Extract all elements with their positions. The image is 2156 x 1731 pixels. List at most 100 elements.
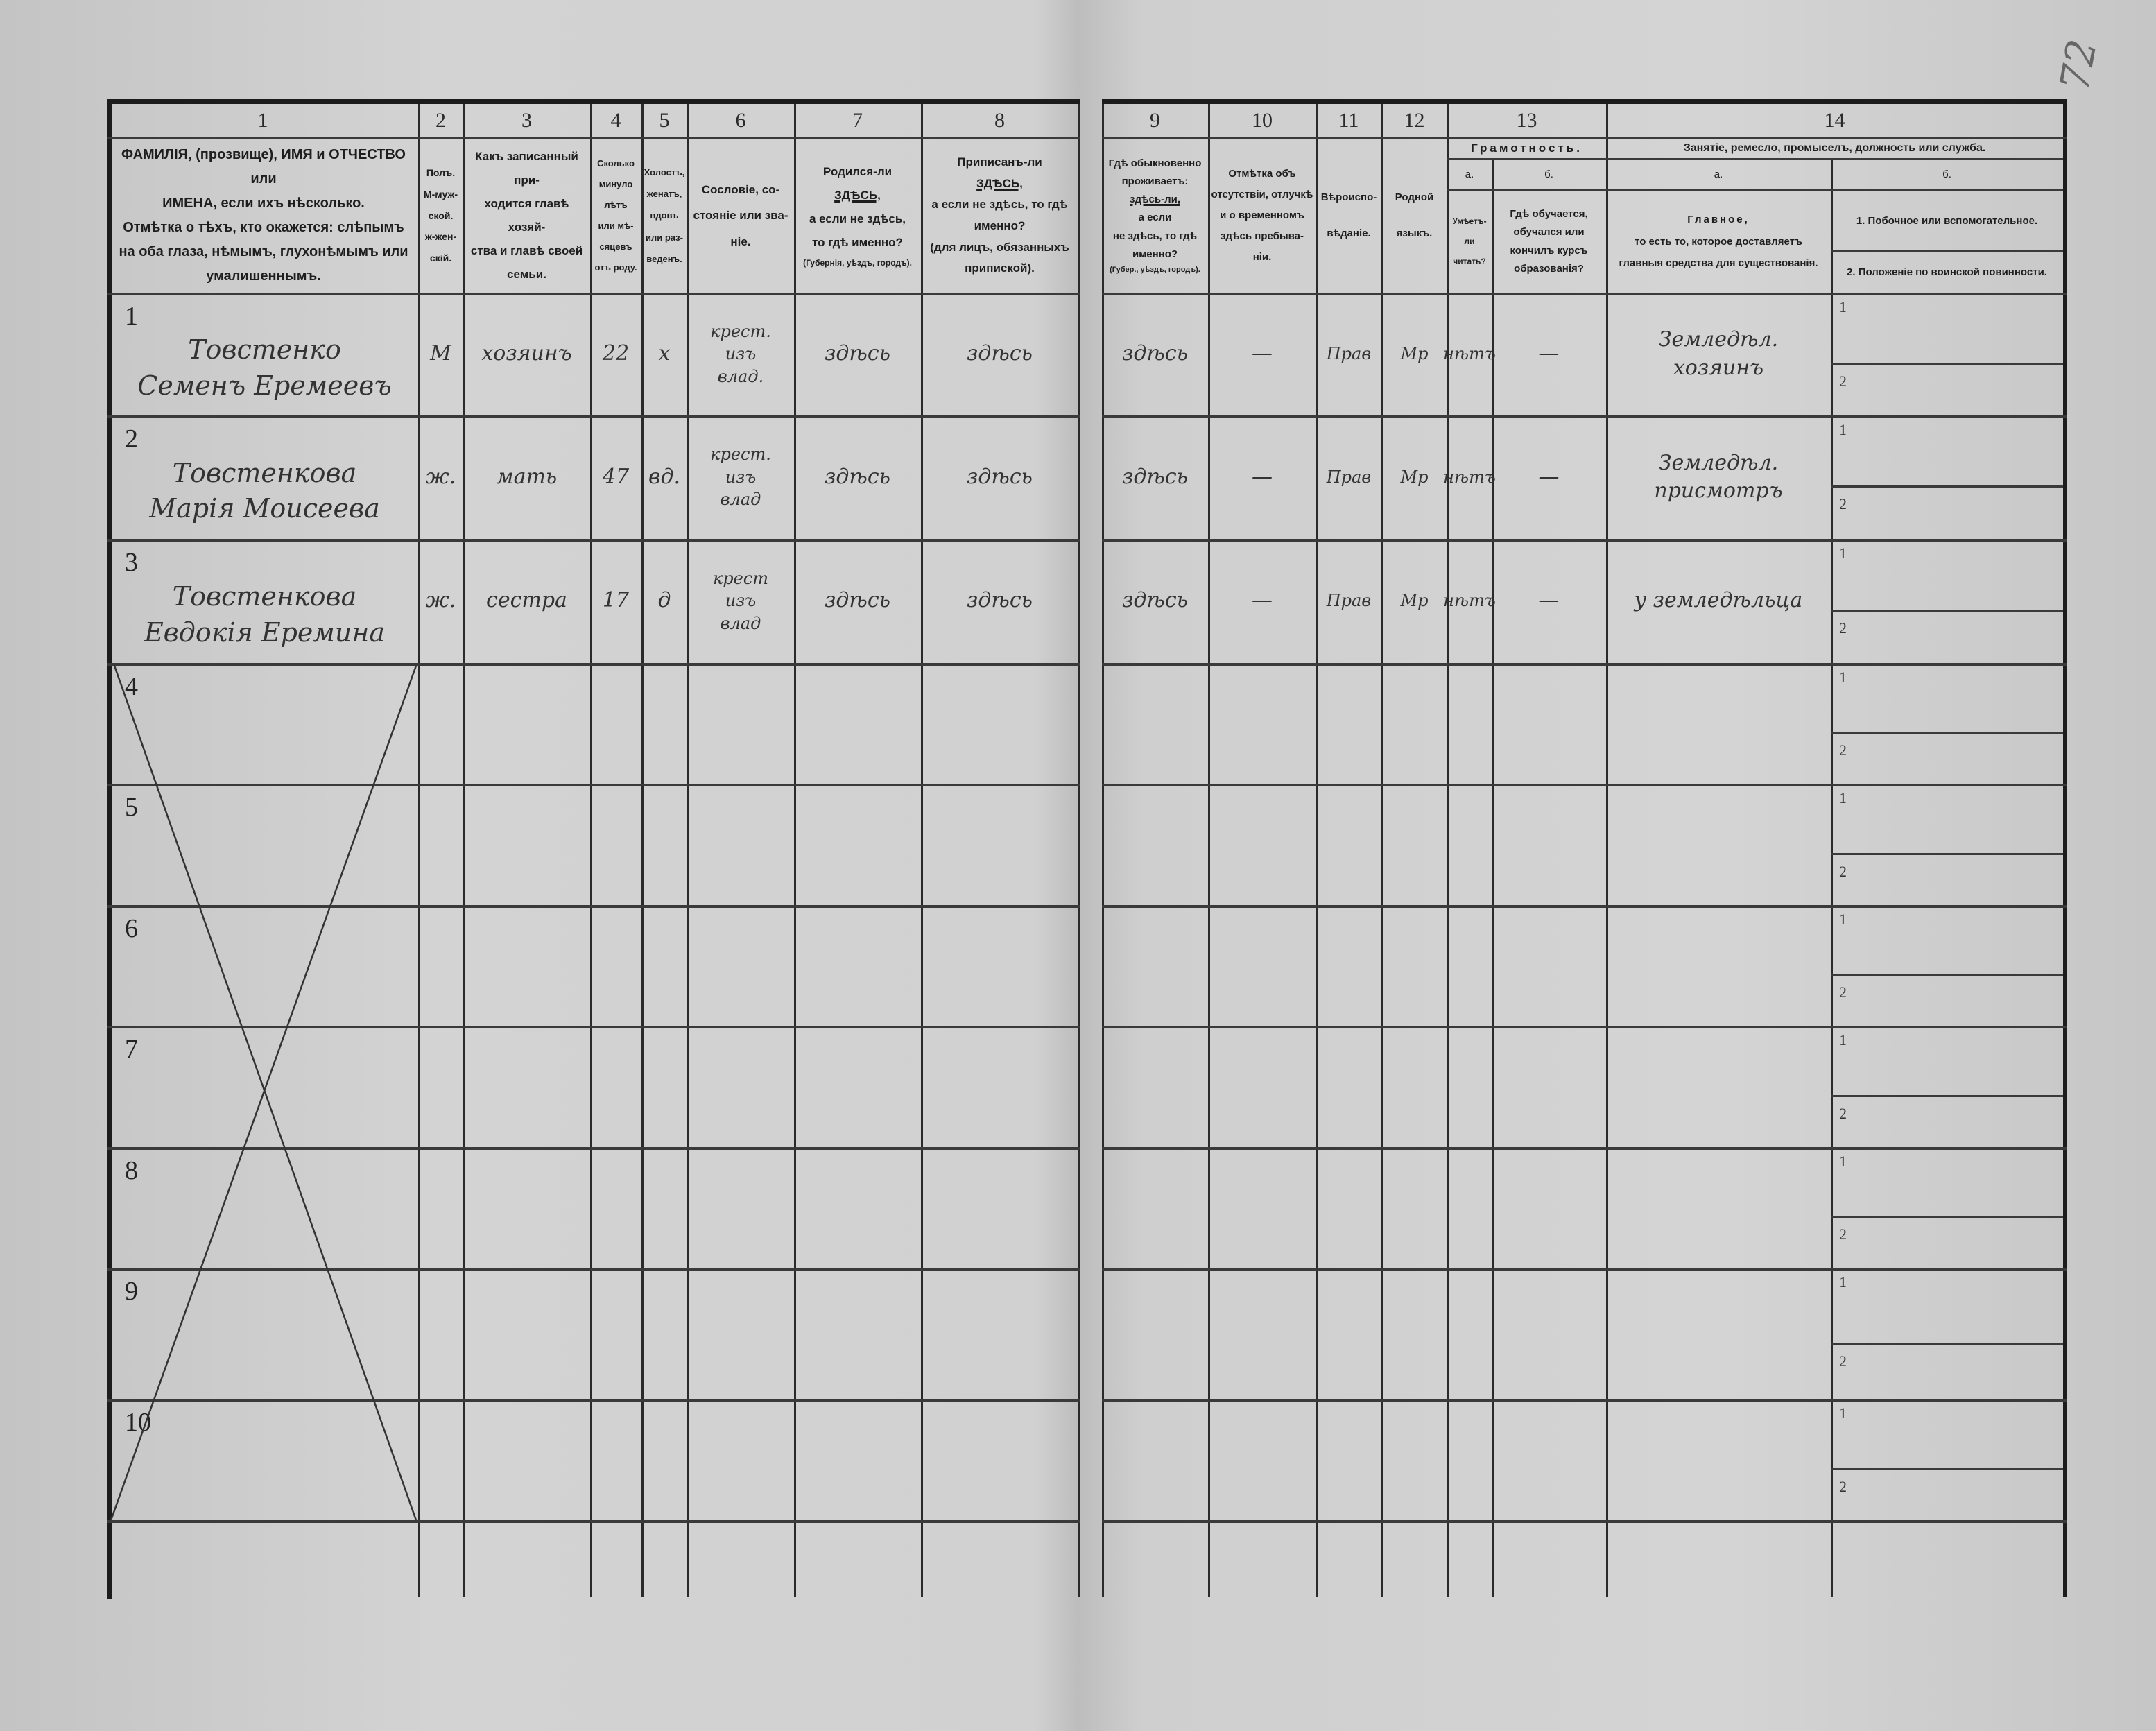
- occupation-cell: Земледѣл. присмотръ: [1606, 422, 1831, 532]
- header-text: ЗДѢСЬ,: [834, 189, 881, 202]
- header-rule: [1447, 189, 2063, 191]
- literacy-cell: нѣтъ: [1443, 591, 1496, 611]
- name-cell-line: Товстенко: [188, 334, 341, 365]
- secondary-occupation-label: 1: [1839, 911, 1847, 928]
- marital-status-cell: вд.: [648, 464, 680, 489]
- row-number: 2: [125, 424, 138, 454]
- header-text: Отмѣтка объ: [1228, 168, 1296, 180]
- header-text: на оба глаза, нѣмымъ, глухонѣмымъ или: [119, 244, 408, 259]
- absence-cell: —: [1252, 588, 1273, 613]
- secondary-occupation-label: 1: [1839, 544, 1847, 562]
- header-col-8: Приписанъ-ли ЗДѢСЬ, а если не здѣсь, то …: [921, 139, 1078, 293]
- header-text: Какъ записанный при-: [475, 150, 578, 187]
- header-col-1: ФАМИЛІЯ, (прозвище), ИМЯ и ОТЧЕСТВО или …: [111, 139, 416, 293]
- military-status-label: 2: [1839, 619, 1847, 637]
- secondary-occupation-label: 1: [1839, 1031, 1847, 1049]
- header-text: именно?: [1132, 248, 1178, 260]
- header-col-4: Сколько минуло лѣтъ или мѣ- сяцевъ отъ р…: [590, 139, 641, 293]
- row-number: 1: [125, 302, 138, 331]
- language-cell: Мр: [1400, 344, 1429, 364]
- header-col-11: Вѣроиспо- вѣданіе.: [1316, 139, 1381, 293]
- row-rule: [107, 1520, 1080, 1523]
- header-text: именно?: [974, 219, 1026, 232]
- header-rule: [1831, 250, 2063, 252]
- header-text: б.: [1942, 168, 1951, 180]
- estate-cell-line: изъ: [725, 591, 757, 611]
- residence-cell: здѣсь: [1122, 464, 1188, 489]
- header-rule: [1447, 158, 2063, 160]
- occupation-cell-line: хозяинъ: [1673, 355, 1764, 380]
- column-rule: [687, 101, 689, 1597]
- military-status-label: 2: [1839, 863, 1847, 880]
- secondary-occupation-label: 1: [1839, 1404, 1847, 1422]
- column-rule: [590, 101, 592, 1597]
- military-status-label: 2: [1839, 741, 1847, 759]
- relation-cell: сестра: [486, 588, 567, 613]
- column-rule: [641, 101, 644, 1597]
- column-number: 1: [257, 109, 268, 132]
- estate-cell: крест. изъ влад: [687, 422, 794, 532]
- column-number: 2: [435, 109, 446, 132]
- row-rule: [107, 905, 1080, 908]
- header-text: Отмѣтка о тѣхъ, кто окажется: слѣпымъ: [123, 220, 404, 235]
- secondary-occupation-label: 1: [1839, 298, 1847, 316]
- marital-status-cell: х: [658, 341, 671, 366]
- header-text: М-муж-ской.: [423, 188, 458, 221]
- header-rule: [107, 137, 1080, 139]
- header-col-13a-letter: а.: [1447, 160, 1492, 189]
- name-cell: Товстенкова Евдокія Еремина: [111, 567, 418, 663]
- header-text: ФАМИЛІЯ, (прозвище), ИМЯ и ОТЧЕСТВО или: [121, 147, 406, 187]
- row-rule: [107, 1399, 1080, 1402]
- top-border: [1102, 99, 2067, 104]
- column-number: 5: [659, 109, 670, 132]
- name-cell-line: Товстенкова: [172, 581, 357, 612]
- header-text: ходится главѣ хозяй-: [484, 197, 569, 234]
- header-col-14a: Главное, то есть то, которое доставляетъ…: [1606, 191, 1831, 293]
- registered-cell: здѣсь: [967, 464, 1033, 489]
- row-rule: [1102, 1268, 2067, 1271]
- row-number: 5: [125, 793, 138, 822]
- military-status-label: 2: [1839, 1352, 1847, 1370]
- header-col-12: Родной языкъ.: [1381, 139, 1447, 293]
- name-cell-line: Семенъ Еремеевъ: [137, 370, 392, 401]
- column-rule: [1102, 101, 1104, 1597]
- sub-row-rule: [1831, 485, 2063, 488]
- cross-line-1: [113, 665, 417, 1521]
- header-col-13b-letter: б.: [1492, 160, 1606, 189]
- estate-cell-line: влад.: [717, 366, 764, 386]
- registered-cell: здѣсь: [967, 588, 1033, 613]
- column-rule: [794, 101, 796, 1597]
- header-rule: [1102, 137, 2067, 139]
- religion-cell: Прав: [1326, 467, 1372, 487]
- header-text: ства и главѣ своей: [470, 244, 583, 257]
- sub-row-rule: [1831, 1095, 2063, 1097]
- header-text: образованія?: [1514, 262, 1584, 275]
- column-number: 9: [1150, 109, 1160, 132]
- header-text: а если: [1138, 212, 1172, 224]
- header-text: читать?: [1453, 256, 1486, 266]
- row-rule: [1102, 663, 2067, 666]
- row-number: 6: [125, 914, 138, 943]
- name-cell-line: Товстенкова: [172, 457, 357, 488]
- header-text: сяцевъ: [599, 241, 632, 252]
- header-text: (Губер., уѣздъ, городъ).: [1110, 266, 1200, 275]
- header-text: Приписанъ-ли: [957, 155, 1042, 169]
- header-text: Гдѣ обыкновенно: [1108, 157, 1202, 169]
- header-text: Родной: [1395, 191, 1434, 203]
- military-status-label: 2: [1839, 983, 1847, 1001]
- header-text: Вѣроиспо-: [1320, 191, 1377, 203]
- row-number: 3: [125, 548, 138, 577]
- column-rule: [418, 101, 420, 1597]
- header-text: ЗДѢСЬ,: [976, 176, 1023, 190]
- column-number: 7: [852, 109, 863, 132]
- header-text: ж-жен-скій.: [424, 231, 457, 264]
- header-text: Холостъ,: [644, 167, 685, 178]
- sub-row-rule: [1831, 363, 2063, 365]
- header-text: а.: [1465, 168, 1474, 180]
- header-text: семьи.: [507, 268, 546, 281]
- sub-row-rule: [1831, 610, 2063, 612]
- header-col-2: Полъ. М-муж-ской. ж-жен-скій.: [418, 139, 463, 293]
- education-cell: —: [1538, 464, 1560, 489]
- registered-cell: здѣсь: [967, 341, 1033, 366]
- header-text: Занятіе, ремесло, промыселъ, должность и…: [1683, 141, 1986, 154]
